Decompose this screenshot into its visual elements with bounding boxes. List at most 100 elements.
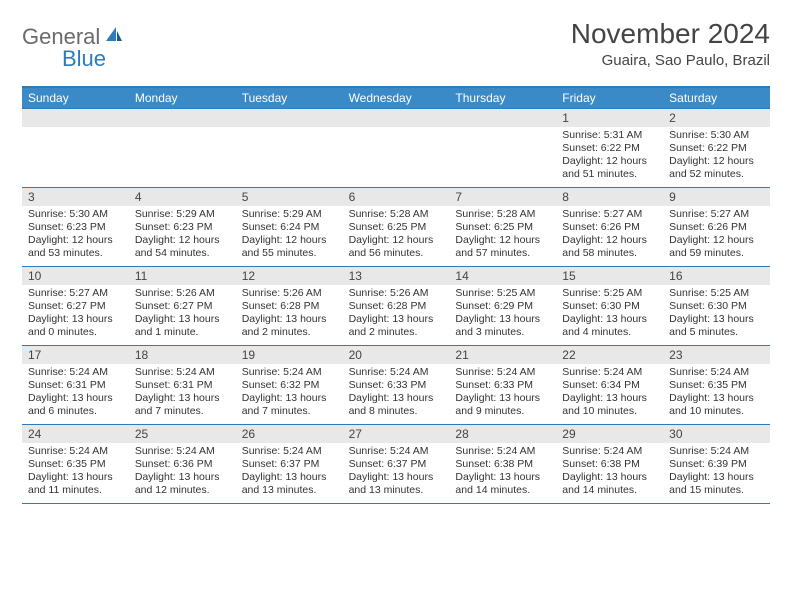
- day-content: Sunrise: 5:24 AMSunset: 6:37 PMDaylight:…: [236, 443, 343, 502]
- day-line: Daylight: 13 hours: [349, 471, 444, 484]
- day-number: [22, 109, 129, 127]
- day-cell: 17Sunrise: 5:24 AMSunset: 6:31 PMDayligh…: [22, 346, 129, 424]
- day-content: [449, 127, 556, 133]
- day-number: 15: [556, 267, 663, 285]
- day-number: 27: [343, 425, 450, 443]
- header: General Blue November 2024 Guaira, Sao P…: [22, 18, 770, 72]
- day-line: Sunset: 6:39 PM: [669, 458, 764, 471]
- day-cell: [236, 109, 343, 187]
- day-content: Sunrise: 5:30 AMSunset: 6:23 PMDaylight:…: [22, 206, 129, 265]
- day-cell: [449, 109, 556, 187]
- day-line: and 54 minutes.: [135, 247, 230, 260]
- day-line: Sunrise: 5:27 AM: [562, 208, 657, 221]
- day-line: Sunset: 6:33 PM: [349, 379, 444, 392]
- day-number: 8: [556, 188, 663, 206]
- month-title: November 2024: [571, 18, 770, 50]
- day-line: Sunrise: 5:24 AM: [455, 366, 550, 379]
- day-line: Daylight: 12 hours: [562, 155, 657, 168]
- day-line: Sunrise: 5:28 AM: [455, 208, 550, 221]
- day-line: and 55 minutes.: [242, 247, 337, 260]
- day-line: Sunset: 6:27 PM: [28, 300, 123, 313]
- day-content: Sunrise: 5:25 AMSunset: 6:29 PMDaylight:…: [449, 285, 556, 344]
- day-line: and 8 minutes.: [349, 405, 444, 418]
- day-line: Sunset: 6:26 PM: [562, 221, 657, 234]
- day-cell: [129, 109, 236, 187]
- day-line: and 0 minutes.: [28, 326, 123, 339]
- day-cell: [343, 109, 450, 187]
- day-line: and 56 minutes.: [349, 247, 444, 260]
- day-line: Sunrise: 5:28 AM: [349, 208, 444, 221]
- day-cell: 28Sunrise: 5:24 AMSunset: 6:38 PMDayligh…: [449, 425, 556, 503]
- day-line: Sunrise: 5:30 AM: [669, 129, 764, 142]
- day-line: Sunset: 6:37 PM: [242, 458, 337, 471]
- day-cell: 18Sunrise: 5:24 AMSunset: 6:31 PMDayligh…: [129, 346, 236, 424]
- day-line: Sunrise: 5:24 AM: [242, 366, 337, 379]
- day-cell: 10Sunrise: 5:27 AMSunset: 6:27 PMDayligh…: [22, 267, 129, 345]
- day-content: [343, 127, 450, 133]
- day-number: 12: [236, 267, 343, 285]
- day-line: Daylight: 13 hours: [562, 392, 657, 405]
- weekday-thursday: Thursday: [449, 88, 556, 108]
- day-line: Sunset: 6:32 PM: [242, 379, 337, 392]
- day-content: [22, 127, 129, 133]
- day-cell: [22, 109, 129, 187]
- day-cell: 6Sunrise: 5:28 AMSunset: 6:25 PMDaylight…: [343, 188, 450, 266]
- week-row: 3Sunrise: 5:30 AMSunset: 6:23 PMDaylight…: [22, 187, 770, 266]
- day-content: Sunrise: 5:28 AMSunset: 6:25 PMDaylight:…: [343, 206, 450, 265]
- weekday-saturday: Saturday: [663, 88, 770, 108]
- day-content: Sunrise: 5:26 AMSunset: 6:28 PMDaylight:…: [343, 285, 450, 344]
- day-content: Sunrise: 5:24 AMSunset: 6:35 PMDaylight:…: [663, 364, 770, 423]
- day-cell: 30Sunrise: 5:24 AMSunset: 6:39 PMDayligh…: [663, 425, 770, 503]
- day-line: Sunrise: 5:25 AM: [669, 287, 764, 300]
- day-line: and 6 minutes.: [28, 405, 123, 418]
- day-cell: 22Sunrise: 5:24 AMSunset: 6:34 PMDayligh…: [556, 346, 663, 424]
- day-number: 26: [236, 425, 343, 443]
- day-line: and 5 minutes.: [669, 326, 764, 339]
- day-line: Sunset: 6:35 PM: [669, 379, 764, 392]
- day-line: and 7 minutes.: [242, 405, 337, 418]
- day-content: Sunrise: 5:29 AMSunset: 6:23 PMDaylight:…: [129, 206, 236, 265]
- day-line: Sunrise: 5:24 AM: [349, 366, 444, 379]
- day-number: 20: [343, 346, 450, 364]
- day-line: Sunset: 6:28 PM: [349, 300, 444, 313]
- day-number: 17: [22, 346, 129, 364]
- day-line: and 14 minutes.: [455, 484, 550, 497]
- day-line: and 13 minutes.: [349, 484, 444, 497]
- day-line: Sunrise: 5:29 AM: [242, 208, 337, 221]
- day-number: 3: [22, 188, 129, 206]
- day-content: Sunrise: 5:29 AMSunset: 6:24 PMDaylight:…: [236, 206, 343, 265]
- weekday-wednesday: Wednesday: [343, 88, 450, 108]
- day-content: Sunrise: 5:24 AMSunset: 6:33 PMDaylight:…: [449, 364, 556, 423]
- day-cell: 8Sunrise: 5:27 AMSunset: 6:26 PMDaylight…: [556, 188, 663, 266]
- weekday-tuesday: Tuesday: [236, 88, 343, 108]
- week-row: 17Sunrise: 5:24 AMSunset: 6:31 PMDayligh…: [22, 345, 770, 424]
- day-line: Sunset: 6:38 PM: [455, 458, 550, 471]
- day-line: Sunrise: 5:30 AM: [28, 208, 123, 221]
- day-line: Sunset: 6:25 PM: [349, 221, 444, 234]
- day-number: 29: [556, 425, 663, 443]
- day-line: Daylight: 12 hours: [349, 234, 444, 247]
- day-line: Daylight: 13 hours: [455, 313, 550, 326]
- day-cell: 19Sunrise: 5:24 AMSunset: 6:32 PMDayligh…: [236, 346, 343, 424]
- day-line: Daylight: 13 hours: [242, 471, 337, 484]
- day-line: Sunset: 6:36 PM: [135, 458, 230, 471]
- week-row: 1Sunrise: 5:31 AMSunset: 6:22 PMDaylight…: [22, 108, 770, 187]
- day-line: Sunrise: 5:26 AM: [242, 287, 337, 300]
- weekday-sunday: Sunday: [22, 88, 129, 108]
- day-number: [343, 109, 450, 127]
- day-cell: 21Sunrise: 5:24 AMSunset: 6:33 PMDayligh…: [449, 346, 556, 424]
- day-line: Sunrise: 5:27 AM: [28, 287, 123, 300]
- day-cell: 13Sunrise: 5:26 AMSunset: 6:28 PMDayligh…: [343, 267, 450, 345]
- day-line: Daylight: 13 hours: [455, 392, 550, 405]
- day-content: Sunrise: 5:26 AMSunset: 6:28 PMDaylight:…: [236, 285, 343, 344]
- day-number: 30: [663, 425, 770, 443]
- logo-blue: Blue: [22, 46, 132, 72]
- day-line: and 2 minutes.: [242, 326, 337, 339]
- day-content: Sunrise: 5:27 AMSunset: 6:27 PMDaylight:…: [22, 285, 129, 344]
- day-content: Sunrise: 5:25 AMSunset: 6:30 PMDaylight:…: [663, 285, 770, 344]
- day-cell: 14Sunrise: 5:25 AMSunset: 6:29 PMDayligh…: [449, 267, 556, 345]
- day-content: Sunrise: 5:24 AMSunset: 6:35 PMDaylight:…: [22, 443, 129, 502]
- day-line: Daylight: 13 hours: [135, 392, 230, 405]
- day-line: and 12 minutes.: [135, 484, 230, 497]
- day-number: 6: [343, 188, 450, 206]
